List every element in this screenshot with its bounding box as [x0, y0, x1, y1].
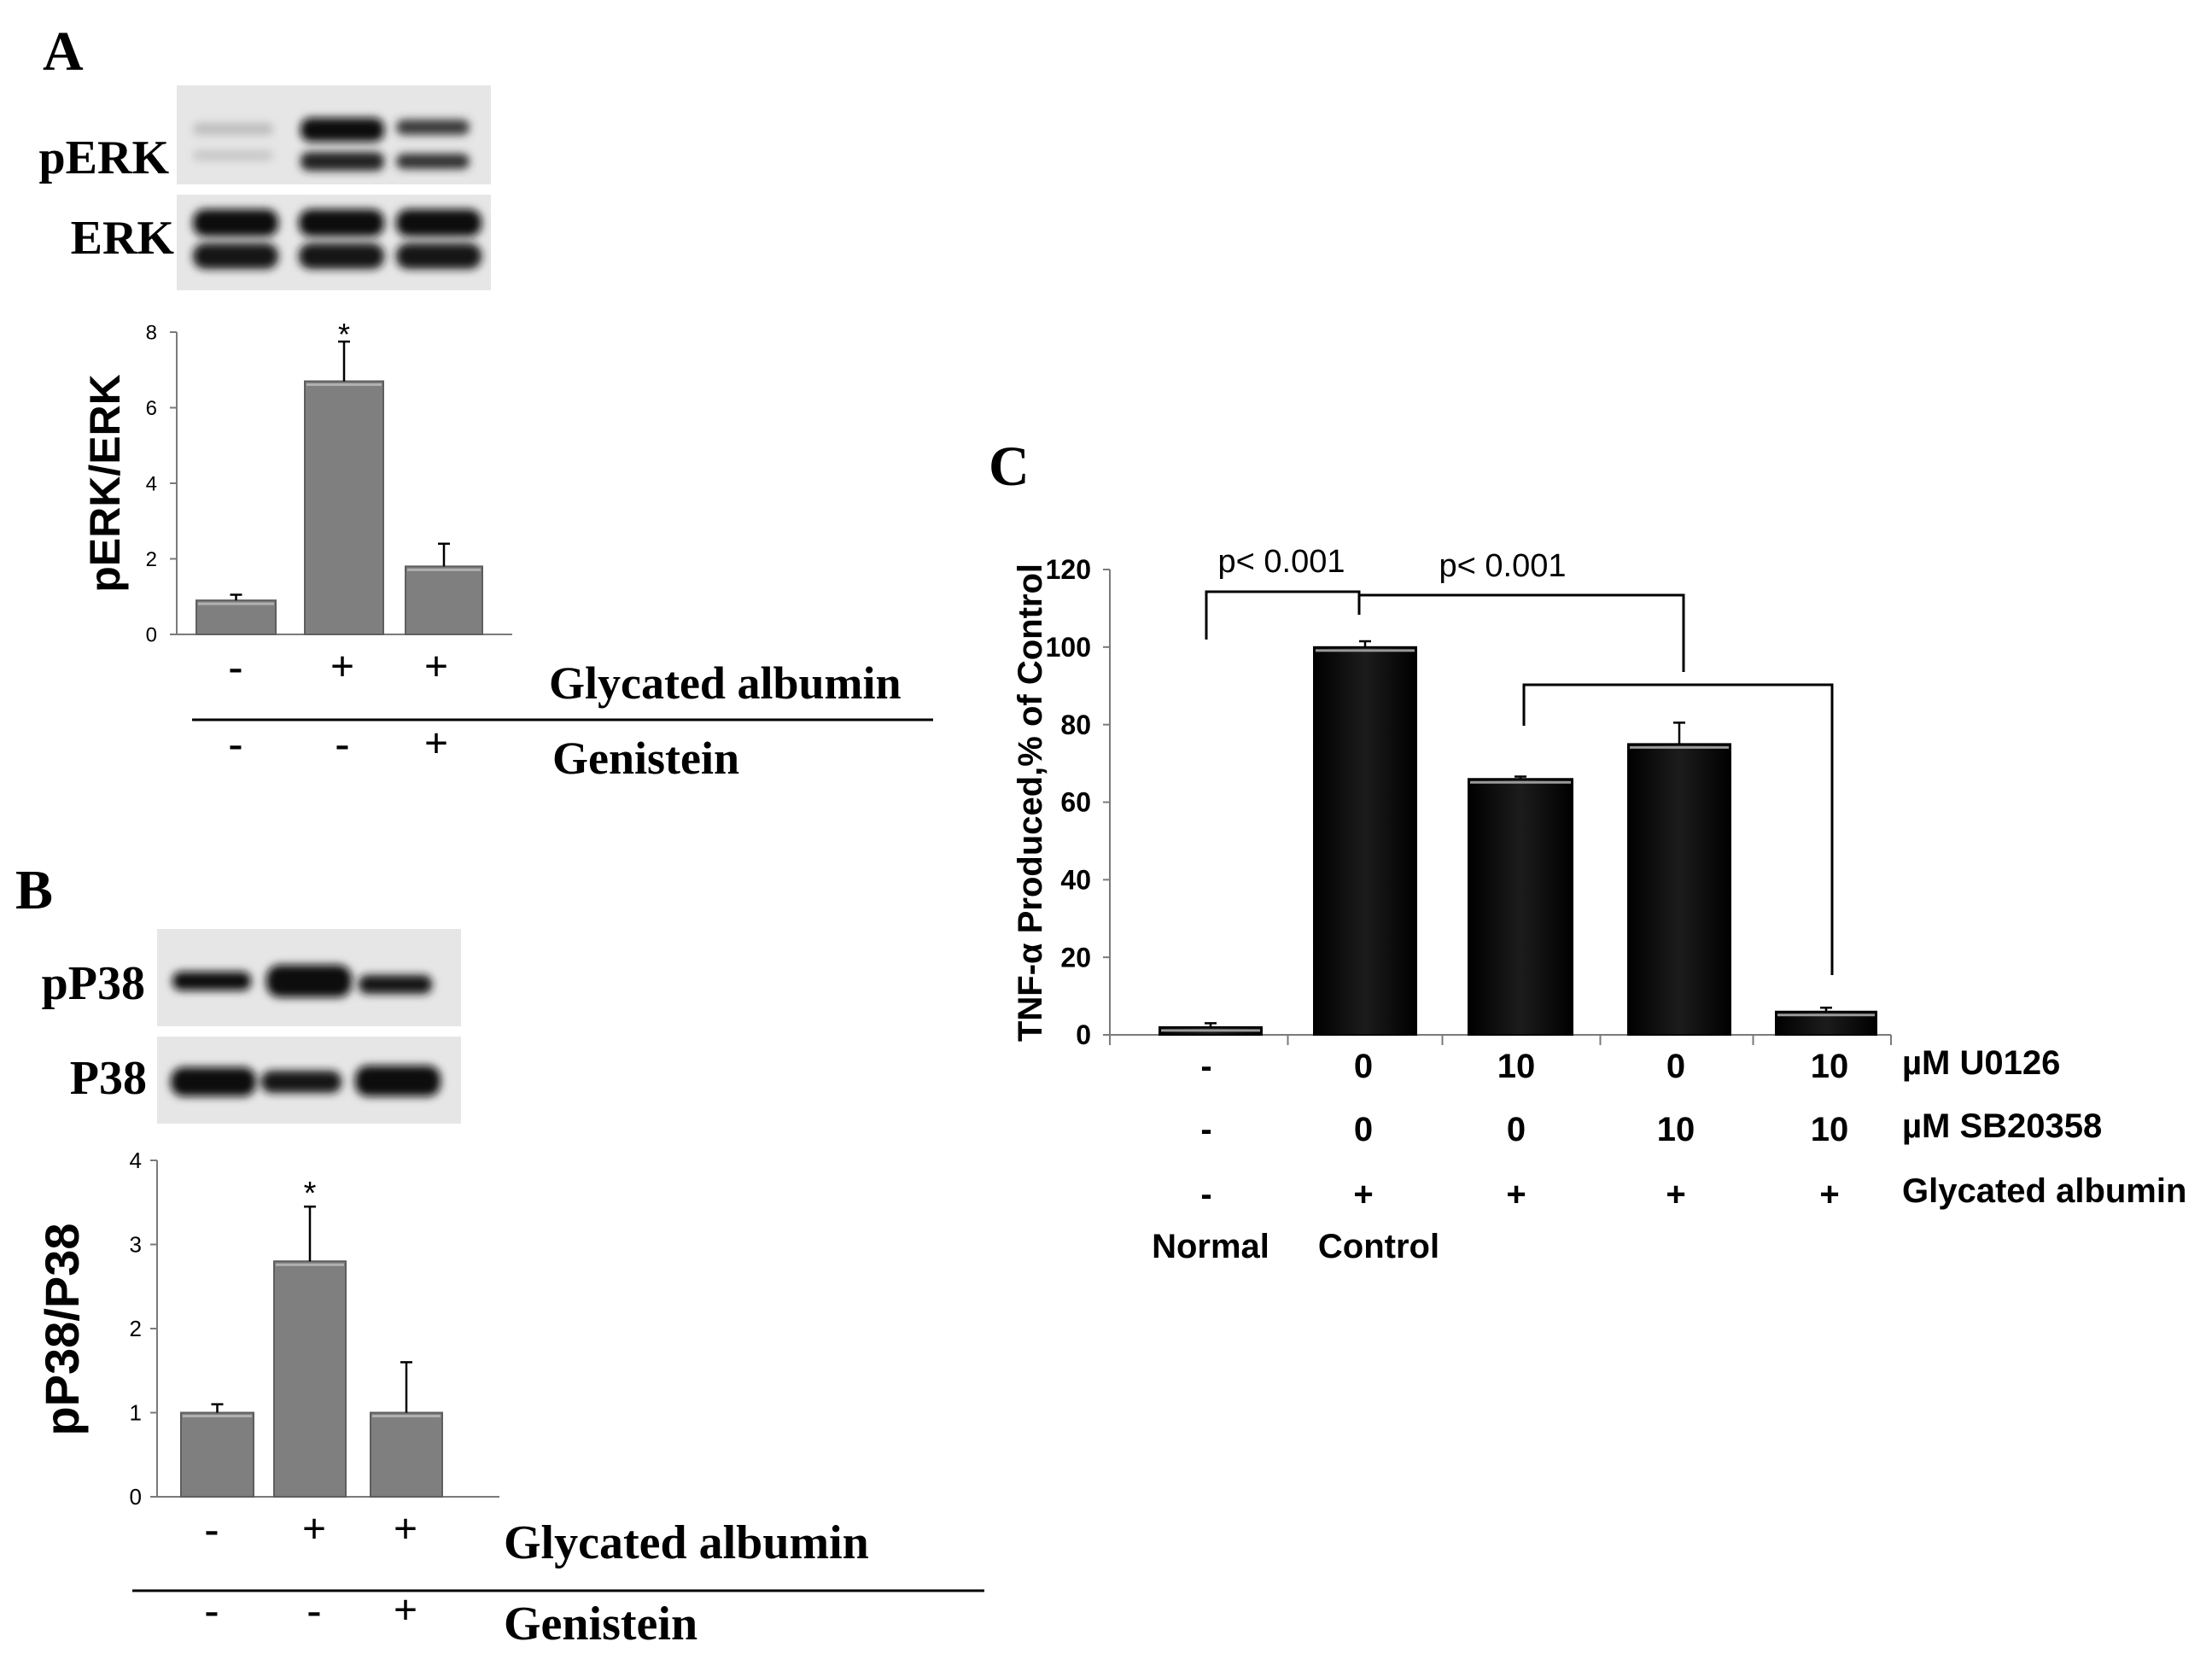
significance-mark: * [304, 1176, 317, 1212]
treatment-symbol: - [1200, 1048, 1211, 1085]
y-tick-label: 120 [1046, 554, 1091, 585]
treatment-symbol: 10 [1657, 1111, 1695, 1148]
a-row2-label: Genistein [552, 733, 739, 784]
y-tick-label: 80 [1060, 710, 1091, 740]
y-tick-label: 2 [130, 1316, 142, 1341]
blot-label-pp38: pP38 [42, 957, 145, 1010]
c-row1-label: µM U0126 [1902, 1044, 2060, 1082]
y-tick-label: 1 [130, 1400, 142, 1426]
treatment-symbol: 10 [1497, 1048, 1536, 1085]
y-tick-label: 4 [146, 472, 157, 495]
blot-label-p38: P38 [70, 1052, 147, 1105]
treatment-symbol: + [1353, 1176, 1373, 1213]
panel-b-blot: pP38 P38 [42, 929, 461, 1124]
y-tick-label: 3 [130, 1232, 142, 1258]
y-tick-label: 100 [1046, 632, 1091, 663]
panel-c-comparisons: p< 0.001 p< 0.001 [1205, 544, 1834, 975]
bar [304, 380, 384, 635]
bar [1627, 743, 1731, 1036]
blot-label-erk: ERK [71, 212, 175, 265]
comparison-bracket-1 [1205, 590, 1361, 640]
treatment-symbol: + [1666, 1176, 1685, 1213]
y-tick-label: 0 [130, 1484, 142, 1510]
y-tick-label: 8 [146, 321, 157, 344]
y-tick-label: 4 [130, 1148, 142, 1173]
treatment-symbol: + [1819, 1176, 1839, 1213]
comparison-label-2: p< 0.001 [1439, 548, 1567, 584]
y-tick-label: 2 [146, 548, 157, 571]
panel-b-chart: 0 1 2 3 4 pP38/P38 * - + + - - + [35, 1148, 499, 1633]
y-tick-label: 6 [146, 397, 157, 420]
treatment-symbol: + [302, 1504, 327, 1552]
treatment-symbol: 10 [1811, 1111, 1849, 1148]
panel-b-label: B [15, 859, 53, 921]
treatment-symbol: - [229, 642, 243, 690]
significance-mark: * [338, 317, 350, 352]
y-tick-label: 0 [146, 623, 157, 646]
group-label: Control [1318, 1228, 1439, 1265]
treatment-symbol: - [1200, 1111, 1211, 1148]
treatment-symbol: 0 [1666, 1048, 1685, 1085]
treatment-symbol: + [394, 1504, 418, 1552]
treatment-symbol: 10 [1811, 1048, 1849, 1085]
panel-c-label: C [989, 435, 1030, 498]
group-label: Normal [1152, 1228, 1269, 1265]
bar [180, 1411, 254, 1498]
bar [405, 565, 483, 635]
bar [1313, 645, 1417, 1036]
b-row1-label: Glycated albumin [504, 1516, 869, 1569]
treatment-symbol: 0 [1507, 1111, 1526, 1148]
treatment-symbol: + [330, 642, 355, 690]
treatment-symbol: - [205, 1586, 219, 1633]
comparison-label-1: p< 0.001 [1218, 544, 1345, 580]
erk-blot-strip [177, 195, 491, 290]
treatment-symbol: - [205, 1504, 219, 1552]
comparison-bracket-3 [1522, 683, 1834, 975]
bar [196, 599, 277, 635]
treatment-symbol: - [336, 719, 350, 767]
bar [1468, 778, 1573, 1036]
y-tick-label: 0 [1076, 1019, 1091, 1050]
treatment-symbol: 0 [1354, 1111, 1373, 1148]
bar [273, 1260, 347, 1498]
treatment-symbol: - [307, 1586, 322, 1633]
c-row2-label: µM SB20358 [1902, 1107, 2102, 1145]
panel-a-blot: pERK ERK [39, 85, 491, 290]
treatment-symbol: + [394, 1586, 418, 1633]
y-tick-label: 20 [1060, 942, 1091, 973]
treatment-symbol: - [1200, 1176, 1211, 1213]
treatment-symbol: + [424, 719, 449, 767]
c-row3-label: Glycated albumin [1902, 1172, 2186, 1210]
treatment-symbol: - [229, 719, 243, 767]
y-axis-label: pP38/P38 [35, 1223, 89, 1435]
blot-label-perk: pERK [39, 131, 170, 184]
y-tick-label: 60 [1060, 787, 1091, 818]
bar [370, 1411, 443, 1498]
y-axis-label: pERK/ERK [81, 374, 129, 593]
b-row2-label: Genistein [504, 1598, 697, 1650]
a-row1-label: Glycated albumin [549, 657, 902, 709]
treatment-symbol: 0 [1354, 1048, 1373, 1085]
panel-a-chart: 0 2 4 6 8 pERK/ERK * - + + - - + [81, 317, 512, 767]
y-axis-label: TNF-α Produced,% of Control [1012, 564, 1049, 1042]
y-tick-label: 40 [1060, 865, 1091, 896]
treatment-symbol: + [424, 642, 449, 690]
treatment-symbol: + [1506, 1176, 1526, 1213]
panel-a-label: A [43, 20, 84, 83]
comparison-bracket-2 [1357, 593, 1685, 672]
